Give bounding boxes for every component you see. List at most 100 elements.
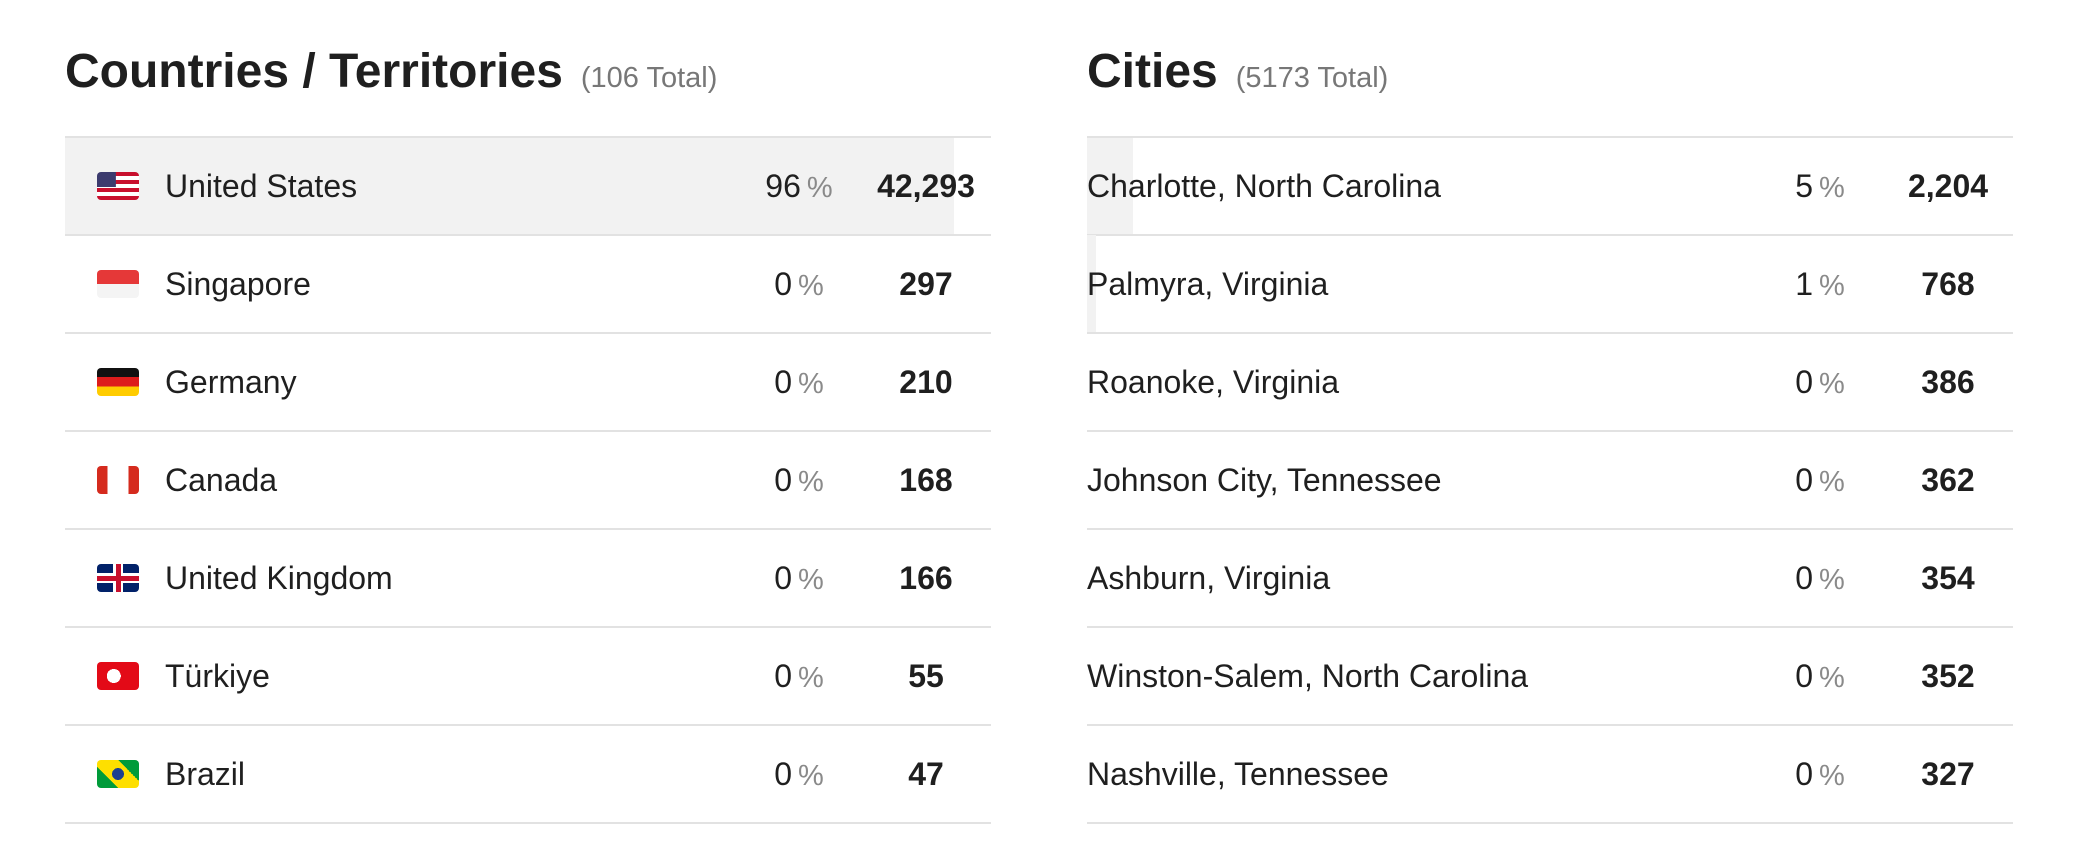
row-divider [1087, 724, 2013, 726]
percent-value: 0 [1795, 756, 1813, 792]
percent-value: 0 [774, 560, 792, 596]
percent-symbol: % [1819, 466, 1845, 498]
row-count: 354 [1921, 560, 1975, 596]
row-name: Johnson City, Tennessee [1087, 462, 1442, 498]
row-percent: 0% [1750, 333, 1890, 431]
row-name: Nashville, Tennessee [1087, 756, 1389, 792]
row-percent: 0% [1750, 627, 1890, 725]
percent-symbol: % [798, 662, 824, 694]
percent-symbol: % [1819, 662, 1845, 694]
share-bar [1087, 137, 1134, 235]
row-count: 166 [899, 560, 953, 596]
flag-icon [97, 368, 139, 396]
row-divider [65, 724, 991, 726]
share-bar [1087, 235, 1097, 333]
percent-symbol: % [798, 564, 824, 596]
row-count: 210 [899, 364, 953, 400]
row-name: Charlotte, North Carolina [1087, 168, 1441, 204]
row-percent: 5% [1750, 137, 1890, 235]
row-count: 47 [908, 756, 944, 792]
row-name: Palmyra, Virginia [1087, 266, 1329, 302]
percent-symbol: % [1819, 368, 1845, 400]
panel-total: (106 Total) [580, 62, 718, 94]
row-name: United Kingdom [165, 560, 393, 596]
percent-value: 0 [774, 266, 792, 302]
row-count: 386 [1921, 364, 1975, 400]
percent-value: 0 [774, 462, 792, 498]
percent-symbol: % [1819, 564, 1845, 596]
percent-value: 0 [1795, 560, 1813, 596]
row-name: Türkiye [165, 658, 270, 694]
row-count: 42,293 [877, 168, 975, 204]
row-percent: 0% [1750, 431, 1890, 529]
row-percent: 0% [729, 529, 869, 627]
row-percent: 0% [729, 235, 869, 333]
panel-total: (5173 Total) [1235, 62, 1389, 94]
header-divider [65, 136, 991, 138]
panel-title: Countries / Territories (106 Total) [65, 45, 718, 98]
percent-value: 0 [774, 658, 792, 694]
row-percent: 0% [729, 333, 869, 431]
flag-icon [97, 760, 139, 788]
percent-value: 0 [774, 364, 792, 400]
row-divider [1087, 528, 2013, 530]
flag-icon [97, 662, 139, 690]
row-count: 327 [1921, 756, 1975, 792]
row-divider [1087, 332, 2013, 334]
flag-icon [97, 466, 139, 494]
flag-icon [97, 172, 139, 200]
percent-symbol: % [798, 760, 824, 792]
percent-value: 5 [1795, 168, 1813, 204]
row-count: 362 [1921, 462, 1975, 498]
row-divider [65, 332, 991, 334]
row-percent: 0% [1750, 725, 1890, 823]
row-count: 55 [908, 658, 944, 694]
row-divider [65, 234, 991, 236]
row-count: 352 [1921, 658, 1975, 694]
row-percent: 1% [1750, 235, 1890, 333]
row-count: 168 [899, 462, 953, 498]
panel-title: Cities (5173 Total) [1087, 45, 1389, 98]
percent-symbol: % [806, 172, 833, 204]
row-name: Canada [165, 462, 278, 498]
row-divider [1087, 234, 2013, 236]
row-percent: 0% [1750, 529, 1890, 627]
row-divider [65, 822, 991, 824]
header-divider [1087, 136, 2013, 138]
row-divider [65, 430, 991, 432]
percent-value: 0 [1795, 658, 1813, 694]
percent-symbol: % [1819, 760, 1845, 792]
percent-symbol: % [798, 368, 824, 400]
row-name: Germany [165, 364, 297, 400]
percent-symbol: % [1819, 270, 1845, 302]
row-percent: 0% [729, 431, 869, 529]
flag-icon [97, 564, 139, 592]
row-count: 768 [1921, 266, 1975, 302]
share-bar [65, 137, 954, 235]
row-name: Winston-Salem, North Carolina [1087, 658, 1529, 694]
row-percent: 0% [729, 725, 869, 823]
percent-symbol: % [798, 270, 824, 302]
row-name: United States [165, 168, 358, 204]
row-divider [1087, 822, 2013, 824]
percent-symbol: % [1819, 172, 1845, 204]
row-count: 2,204 [1907, 168, 1989, 204]
percent-value: 0 [1795, 462, 1813, 498]
row-divider [65, 626, 991, 628]
row-divider [65, 528, 991, 530]
percent-symbol: % [798, 466, 824, 498]
percent-value: 1 [1795, 266, 1813, 302]
row-name: Singapore [165, 266, 311, 302]
row-divider [1087, 430, 2013, 432]
percent-value: 0 [1795, 364, 1813, 400]
percent-value: 0 [774, 756, 792, 792]
percent-value: 96 [765, 168, 801, 204]
row-percent: 0% [729, 627, 869, 725]
row-percent: 96% [729, 137, 869, 235]
flag-icon [97, 270, 139, 298]
row-count: 297 [899, 266, 953, 302]
row-divider [1087, 626, 2013, 628]
row-name: Roanoke, Virginia [1087, 364, 1340, 400]
row-name: Ashburn, Virginia [1087, 560, 1331, 596]
